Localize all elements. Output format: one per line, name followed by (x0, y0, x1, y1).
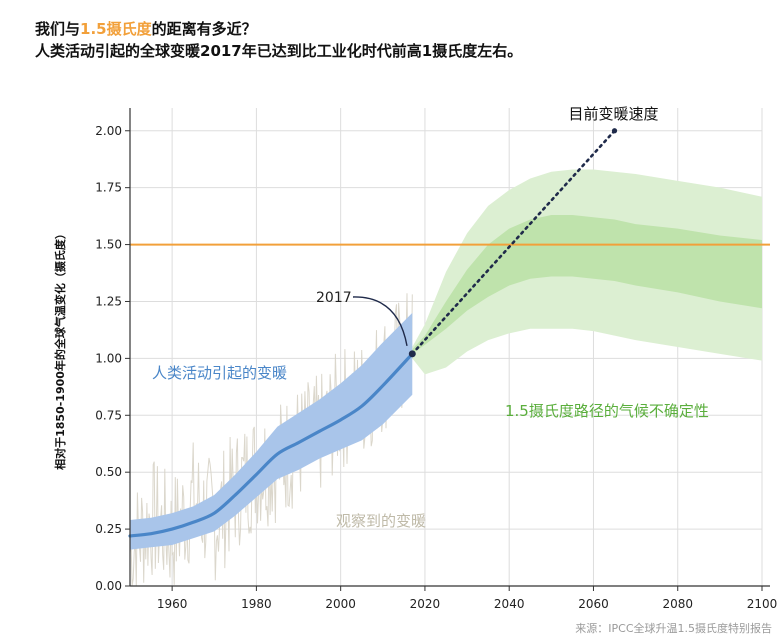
title-line-2: 人类活动引起的全球变暖2017年已达到比工业化时代前高1摄氏度左右。 (35, 42, 523, 60)
y-tick-label-0.50: 0.50 (95, 465, 122, 479)
x-tick-label-2100: 2100 (747, 597, 778, 611)
x-tick-label-2080: 2080 (662, 597, 693, 611)
annotation-human-warming: 人类活动引起的变暖 (152, 364, 287, 382)
x-tick-label-1980: 1980 (241, 597, 272, 611)
chart-title: 我们与1.5摄氏度的距离有多近？ 人类活动引起的全球变暖2017年已达到比工业化… (35, 18, 522, 62)
series-lines (128, 128, 770, 538)
annotation-observed-warming: 观察到的变暖 (336, 512, 426, 530)
human-warming-line (128, 352, 414, 538)
annotation-pathway-uncertainty: 1.5摄氏度路径的气候不确定性 (505, 402, 709, 420)
x-tick-label-2040: 2040 (494, 597, 525, 611)
current-rate-line (410, 129, 616, 356)
y-tick-label-1.75: 1.75 (95, 181, 122, 195)
annotation-2017: 2017 (316, 290, 352, 306)
y-tick-label-1.50: 1.50 (95, 238, 122, 252)
y-tick-label-1.00: 1.00 (95, 351, 122, 365)
title-line-1: 我们与1.5摄氏度的距离有多近？ (35, 18, 522, 40)
point-2017 (408, 350, 416, 358)
title-suffix: 的距离有多近？ (151, 20, 257, 38)
title-prefix: 我们与 (35, 20, 81, 38)
annotation-2017-leader (352, 296, 408, 346)
y-tick-label-0.75: 0.75 (95, 408, 122, 422)
x-tick-label-1960: 1960 (157, 597, 188, 611)
human-warming-band (130, 312, 413, 550)
axes: 0.00 0.25 0.50 0.75 1.00 1.25 1.50 1.75 2.00 1960… (53, 108, 777, 611)
x-tick-label-2020: 2020 (410, 597, 441, 611)
annotation-current-rate: 目前变暖速度 (569, 105, 659, 123)
title-highlight: 1.5摄氏度 (80, 20, 152, 38)
y-tick-label-0.00: 0.00 (95, 579, 122, 593)
point-current-rate-end (611, 128, 618, 134)
y-tick-label-2.00: 2.00 (95, 124, 122, 138)
y-tick-label-0.25: 0.25 (95, 522, 122, 536)
source-note: 来源：IPCC全球升温1.5摄氏度特别报告 (575, 622, 772, 635)
y-tick-label-1.25: 1.25 (95, 294, 122, 308)
uncertainty-bands (130, 169, 762, 550)
x-tick-label-2060: 2060 (578, 597, 609, 611)
y-axis-label: 相对于1850-1900年的全球气温变化（摄氏度） (53, 228, 67, 470)
x-tick-label-2000: 2000 (325, 597, 356, 611)
pathway-band-inner (412, 214, 762, 354)
